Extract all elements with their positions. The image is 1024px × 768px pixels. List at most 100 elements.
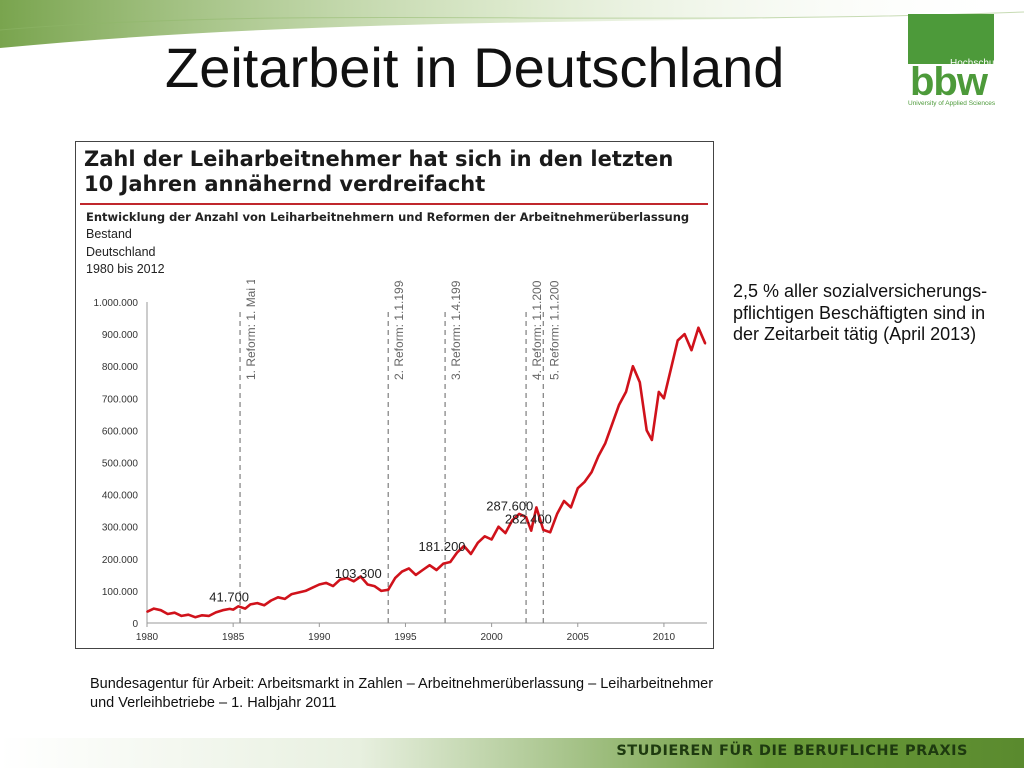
data-point	[373, 585, 376, 587]
y-tick-label: 200.000	[102, 555, 139, 566]
logo-wordmark: bbw	[910, 60, 988, 104]
data-point	[669, 368, 672, 371]
y-tick-label: 300.000	[102, 523, 139, 534]
data-point	[228, 607, 231, 610]
data-point	[159, 609, 162, 612]
data-point	[683, 333, 686, 335]
data-point	[576, 487, 579, 490]
data-point	[497, 525, 500, 528]
reform-label: 1. Reform: 1. Mai 1985	[244, 280, 258, 380]
data-point	[394, 577, 397, 579]
data-point	[194, 616, 197, 619]
data-point	[325, 581, 328, 584]
x-tick-label: 2005	[567, 632, 590, 643]
data-point	[518, 512, 521, 515]
y-tick-label: 100.000	[102, 587, 139, 598]
y-tick-label: 600.000	[102, 426, 139, 437]
data-point	[152, 607, 155, 610]
data-point	[542, 529, 545, 531]
data-point	[237, 605, 240, 608]
data-point	[166, 613, 169, 615]
data-point	[530, 529, 533, 532]
data-point	[563, 500, 565, 502]
data-point	[366, 583, 369, 586]
y-tick-label: 800.000	[102, 362, 139, 373]
data-point	[583, 480, 586, 483]
chart-title: Zahl der Leiharbeitnehmer hat sich in de…	[84, 147, 674, 197]
data-point	[704, 342, 707, 345]
data-point	[697, 326, 700, 329]
data-point	[345, 577, 348, 579]
x-tick-label: 1990	[308, 632, 331, 643]
reform-label: 2. Reform: 1.1.1994	[392, 280, 406, 380]
data-point	[297, 591, 300, 594]
y-tick-label: 900.000	[102, 330, 139, 341]
data-point	[525, 516, 527, 518]
data-point	[442, 562, 445, 565]
y-tick-label: 0	[132, 619, 138, 630]
data-point	[435, 569, 438, 571]
data-point	[421, 569, 424, 571]
annotation-label: 181.200	[419, 539, 466, 554]
data-point	[470, 553, 472, 555]
top-decoration	[0, 0, 1024, 48]
x-tick-label: 1995	[394, 632, 417, 643]
logo-hochschule-text: Hochschule	[950, 58, 1003, 69]
y-tick-label: 500.000	[102, 459, 139, 470]
data-point	[535, 506, 538, 509]
data-point	[339, 578, 341, 581]
data-point	[428, 564, 431, 567]
data-point	[625, 390, 627, 393]
data-point	[690, 349, 693, 352]
data-point	[657, 390, 660, 393]
reform-label: 5. Reform: 1.1.2003	[547, 280, 561, 380]
data-point	[215, 611, 217, 614]
line-chart: 0 100.000 200.000 300.000 400.000 500.000 600.…	[94, 280, 707, 643]
data-point	[663, 397, 665, 400]
data-point	[632, 365, 634, 368]
data-point	[270, 599, 272, 602]
data-point	[645, 429, 648, 432]
chart-subtitle: Entwicklung der Anzahl von Leiharbeitneh…	[86, 210, 690, 224]
data-point	[401, 570, 403, 573]
x-tick-label: 1980	[136, 632, 159, 643]
annotation-label: 287.600	[486, 499, 533, 514]
chart-frame	[75, 141, 714, 649]
source-citation: Bundesagentur für Arbeit: Arbeitsmarkt i…	[90, 676, 714, 711]
data-point	[549, 531, 552, 534]
title-divider	[80, 203, 708, 205]
reform-label: 3. Reform: 1.4.1997	[449, 280, 463, 380]
reform-label: 4. Reform: 1.1.2002	[530, 280, 544, 380]
data-point	[232, 608, 235, 611]
data-point	[201, 614, 204, 617]
data-point	[304, 590, 307, 592]
data-point	[408, 567, 410, 570]
data-point	[352, 580, 355, 583]
chart-meta-bestand: Bestand	[86, 227, 132, 241]
data-point	[490, 538, 493, 541]
data-point	[604, 442, 607, 445]
footer-slogan: STUDIEREN FÜR DIE BERUFLICHE PRAXIS	[616, 743, 968, 759]
data-point	[650, 439, 653, 441]
data-point	[263, 604, 266, 607]
data-point	[283, 598, 286, 600]
data-point	[221, 609, 224, 612]
data-point	[277, 596, 279, 599]
data-point	[180, 615, 183, 617]
x-tick-label: 2000	[480, 632, 503, 643]
x-tick-label: 2010	[653, 632, 676, 643]
data-point	[556, 512, 558, 515]
y-tick-label: 1.000.000	[94, 298, 139, 309]
data-point	[476, 541, 479, 544]
data-point	[463, 545, 465, 547]
data-point	[414, 573, 417, 576]
data-point	[244, 607, 247, 610]
data-point	[290, 593, 293, 596]
data-point	[387, 588, 390, 591]
data-point	[256, 602, 259, 604]
data-point	[208, 615, 210, 617]
footer-bar	[0, 738, 1024, 768]
x-tick-label: 1985	[222, 632, 245, 643]
side-note: 2,5 % aller sozialversicherungs-pflichti…	[733, 281, 988, 345]
data-point	[311, 586, 314, 589]
